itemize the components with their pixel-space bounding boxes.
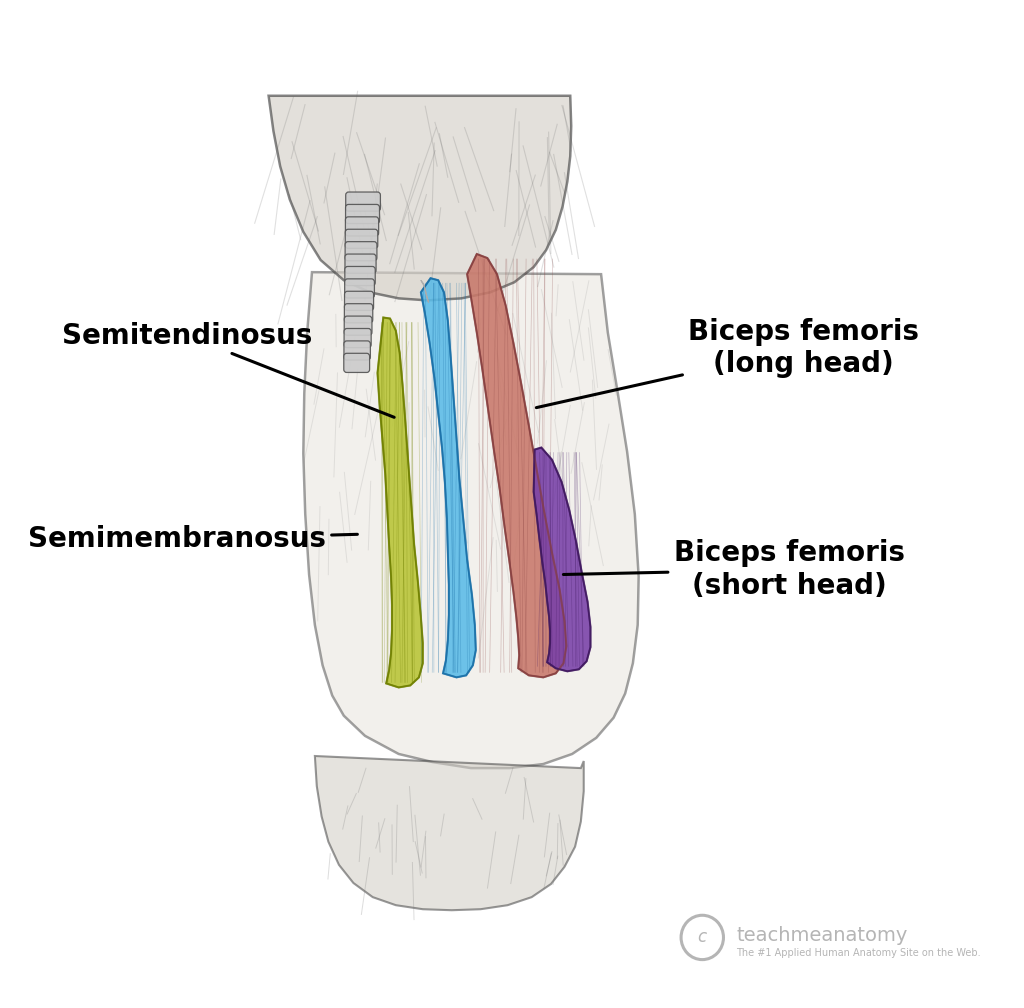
FancyBboxPatch shape	[345, 279, 375, 298]
FancyBboxPatch shape	[344, 303, 373, 323]
FancyBboxPatch shape	[344, 341, 371, 360]
Text: Biceps femoris
(short head): Biceps femoris (short head)	[563, 539, 904, 600]
Text: c: c	[697, 928, 707, 947]
Text: Semimembranosus: Semimembranosus	[28, 525, 357, 553]
Text: Biceps femoris
(long head): Biceps femoris (long head)	[537, 318, 919, 407]
Polygon shape	[467, 254, 566, 677]
FancyBboxPatch shape	[345, 217, 379, 236]
Polygon shape	[378, 318, 423, 687]
Polygon shape	[314, 756, 584, 910]
FancyBboxPatch shape	[345, 266, 375, 285]
FancyBboxPatch shape	[344, 317, 372, 336]
FancyBboxPatch shape	[345, 242, 377, 261]
FancyBboxPatch shape	[345, 254, 376, 273]
FancyBboxPatch shape	[344, 329, 371, 348]
FancyBboxPatch shape	[346, 192, 380, 212]
FancyBboxPatch shape	[345, 229, 378, 248]
Polygon shape	[534, 448, 591, 671]
Polygon shape	[303, 272, 639, 768]
Polygon shape	[421, 280, 429, 302]
Polygon shape	[268, 96, 571, 300]
Text: teachmeanatomy: teachmeanatomy	[736, 926, 907, 944]
FancyBboxPatch shape	[345, 205, 380, 224]
Text: Semitendinosus: Semitendinosus	[61, 322, 394, 417]
FancyBboxPatch shape	[344, 354, 370, 373]
FancyBboxPatch shape	[344, 291, 374, 310]
Polygon shape	[421, 278, 476, 677]
Text: The #1 Applied Human Anatomy Site on the Web.: The #1 Applied Human Anatomy Site on the…	[736, 948, 981, 958]
